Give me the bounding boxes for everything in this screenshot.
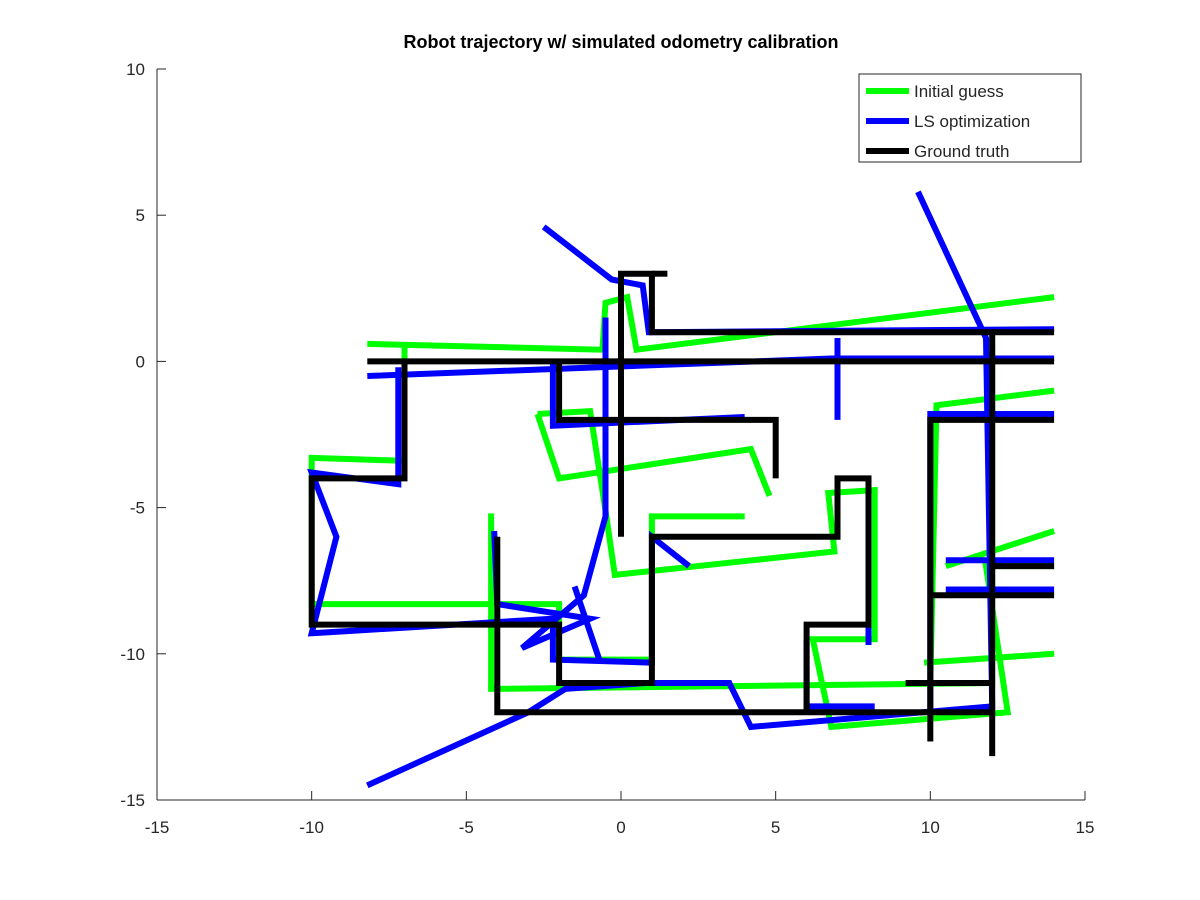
axes-layer: -15 -10 -5 0 5 10 15 -15 -10 -5 0 5 10: [120, 60, 1094, 837]
trajectory-segment: [494, 270, 996, 716]
trajectory-segment: [556, 361, 779, 479]
x-tick-label: 0: [616, 818, 625, 837]
y-tick-label: -15: [120, 791, 145, 810]
y-tick-label: -10: [120, 645, 145, 664]
trajectory-segment: [571, 585, 603, 661]
series-ls-optimization: [307, 190, 1055, 789]
legend-label: Ground truth: [914, 142, 1009, 161]
legend: Initial guess LS optimization Ground truth: [858, 73, 1082, 163]
x-tick-label: 5: [771, 818, 780, 837]
y-tick-label: 0: [136, 352, 145, 371]
x-tick-label: 10: [921, 818, 940, 837]
trajectory-segment: [927, 416, 1055, 742]
trajectory-segment: [534, 413, 773, 498]
legend-label: LS optimization: [914, 112, 1030, 131]
x-tick-label: -10: [299, 818, 324, 837]
y-tick-label: 10: [126, 60, 145, 79]
y-tick-label: -5: [130, 499, 145, 518]
legend-label: Initial guess: [914, 82, 1004, 101]
series-ground-truth: [308, 270, 1055, 757]
y-tick-label: 5: [136, 206, 145, 225]
trajectory-segment: [308, 361, 872, 713]
trajectory-segment: [366, 190, 996, 789]
chart-title: Robot trajectory w/ simulated odometry c…: [403, 32, 838, 52]
trajectory-segment: [308, 343, 745, 663]
trajectory-segment: [537, 407, 1055, 731]
trajectory-segment: [367, 293, 1055, 354]
series-layer: [307, 190, 1056, 789]
x-tick-label: -5: [459, 818, 474, 837]
x-tick-label: 15: [1076, 818, 1095, 837]
x-tick-label: -15: [145, 818, 170, 837]
trajectory-segment: [307, 367, 691, 666]
